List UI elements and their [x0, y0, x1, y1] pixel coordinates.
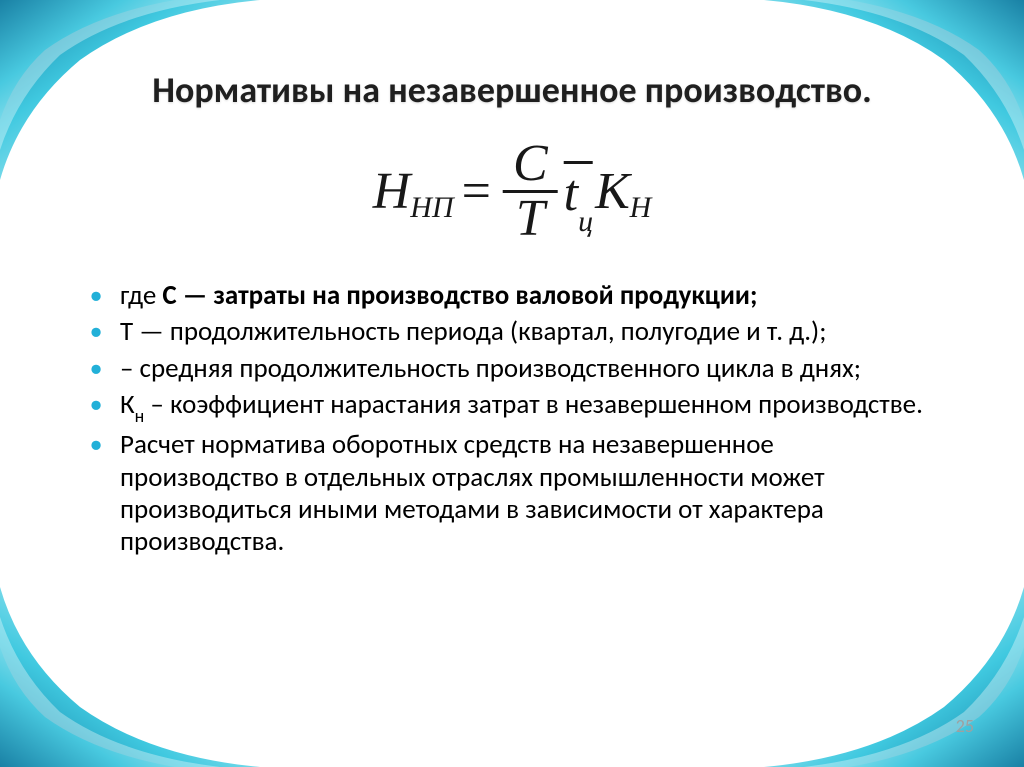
corner-decoration-bl [0, 587, 260, 767]
list-item: – средняя продолжительность производстве… [90, 353, 934, 385]
bullet-pre: Расчет норматива оборотных средств на не… [120, 428, 825, 558]
corner-decoration-br [764, 587, 1024, 767]
page-number: 25 [956, 715, 974, 737]
list-item: Т — продолжительность периода (квартал, … [90, 316, 934, 348]
formula-H-sub: НП [410, 191, 453, 225]
bullet-pre: Т — продолжительность периода (квартал, … [120, 315, 826, 348]
bullet-pre: К [120, 388, 135, 421]
formula-t: t [564, 164, 578, 223]
bullet-list: где С — затраты на производство валовой … [90, 280, 934, 559]
formula-K: К [595, 162, 630, 221]
slide-title: Нормативы на незавершенное производство. [152, 68, 871, 112]
formula-t-sub: ц [578, 205, 593, 239]
list-item: Кн – коэффициент нарастания затрат в нез… [90, 389, 934, 425]
list-item: Расчет норматива оборотных средств на не… [90, 429, 934, 559]
list-item: где С — затраты на производство валовой … [90, 280, 934, 312]
body-content: где С — затраты на производство валовой … [90, 280, 934, 563]
formula: Н НП = С Т t ц К Н [373, 138, 652, 245]
formula-H: Н [373, 162, 411, 221]
formula-tbar: t ц [564, 161, 593, 223]
bullet-bold: С — затраты на производство валовой прод… [162, 279, 757, 312]
bullet-pre: где [120, 279, 162, 312]
bullet-post: – коэффициент нарастания затрат в незаве… [144, 388, 923, 421]
formula-K-sub: Н [630, 191, 652, 225]
formula-den: Т [506, 193, 555, 245]
formula-fraction: С Т [503, 138, 558, 245]
bullet-sub: н [135, 405, 145, 427]
formula-num: С [503, 138, 558, 190]
bullet-pre: – средняя продолжительность производстве… [120, 352, 861, 385]
formula-eq: = [462, 162, 491, 221]
